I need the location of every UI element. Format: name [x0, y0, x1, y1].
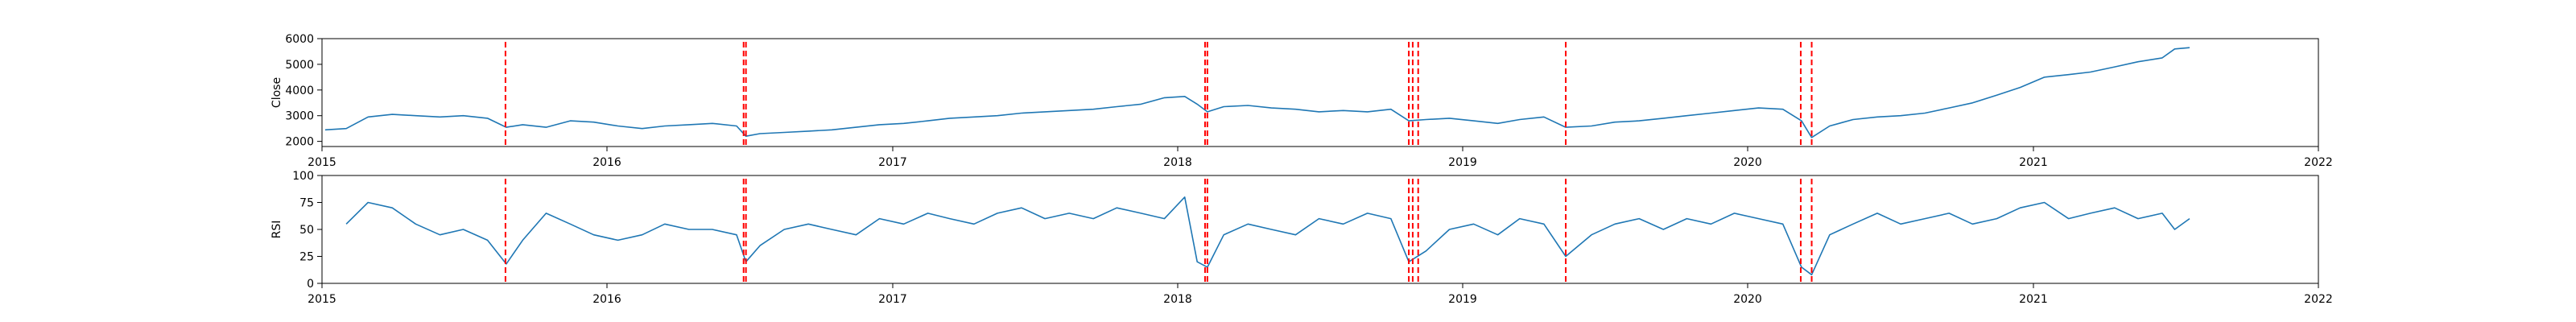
y-tick-label: 0 — [307, 278, 314, 291]
y-tick-label: 6000 — [285, 33, 314, 46]
x-tick-label: 2018 — [1163, 156, 1192, 169]
y-tick-label: 5000 — [285, 59, 314, 72]
x-tick-label: 2022 — [2304, 293, 2333, 306]
x-tick-label: 2016 — [592, 156, 621, 169]
y-tick-label: 75 — [299, 197, 314, 210]
x-tick-label: 2022 — [2304, 156, 2333, 169]
x-tick-label: 2017 — [878, 156, 907, 169]
y-axis-label: RSI — [270, 221, 283, 239]
x-tick-label: 2015 — [308, 156, 336, 169]
y-tick-label: 50 — [299, 224, 314, 237]
close-price-panel: 2000 3000 4000 5000 6000 2015 2016 2017 2018 2019… — [270, 33, 2333, 169]
series-line — [345, 196, 2190, 276]
x-tick-label: 2021 — [2019, 156, 2048, 169]
y-axis-label: Close — [270, 77, 283, 108]
x-tick-label: 2021 — [2019, 293, 2048, 306]
y-tick-label: 3000 — [285, 110, 314, 123]
rsi-panel: 0 25 50 75 100 2015 2016 2017 2018 2019 2020 2021 20… — [270, 170, 2333, 306]
y-tick-label: 4000 — [285, 85, 314, 97]
y-tick-label: 25 — [299, 251, 314, 264]
x-tick-label: 2018 — [1163, 293, 1192, 306]
series-line — [324, 47, 2190, 138]
y-tick-label: 100 — [292, 170, 314, 183]
axes-frame — [321, 175, 2319, 284]
x-tick-label: 2020 — [1733, 156, 1762, 169]
x-tick-label: 2016 — [592, 293, 621, 306]
x-tick-label: 2019 — [1448, 293, 1477, 306]
y-tick-label: 2000 — [285, 136, 314, 149]
x-tick-label: 2019 — [1448, 156, 1477, 169]
x-tick-label: 2017 — [878, 293, 907, 306]
axes-frame — [321, 38, 2319, 147]
x-tick-label: 2015 — [308, 293, 336, 306]
x-tick-label: 2020 — [1733, 293, 1762, 306]
